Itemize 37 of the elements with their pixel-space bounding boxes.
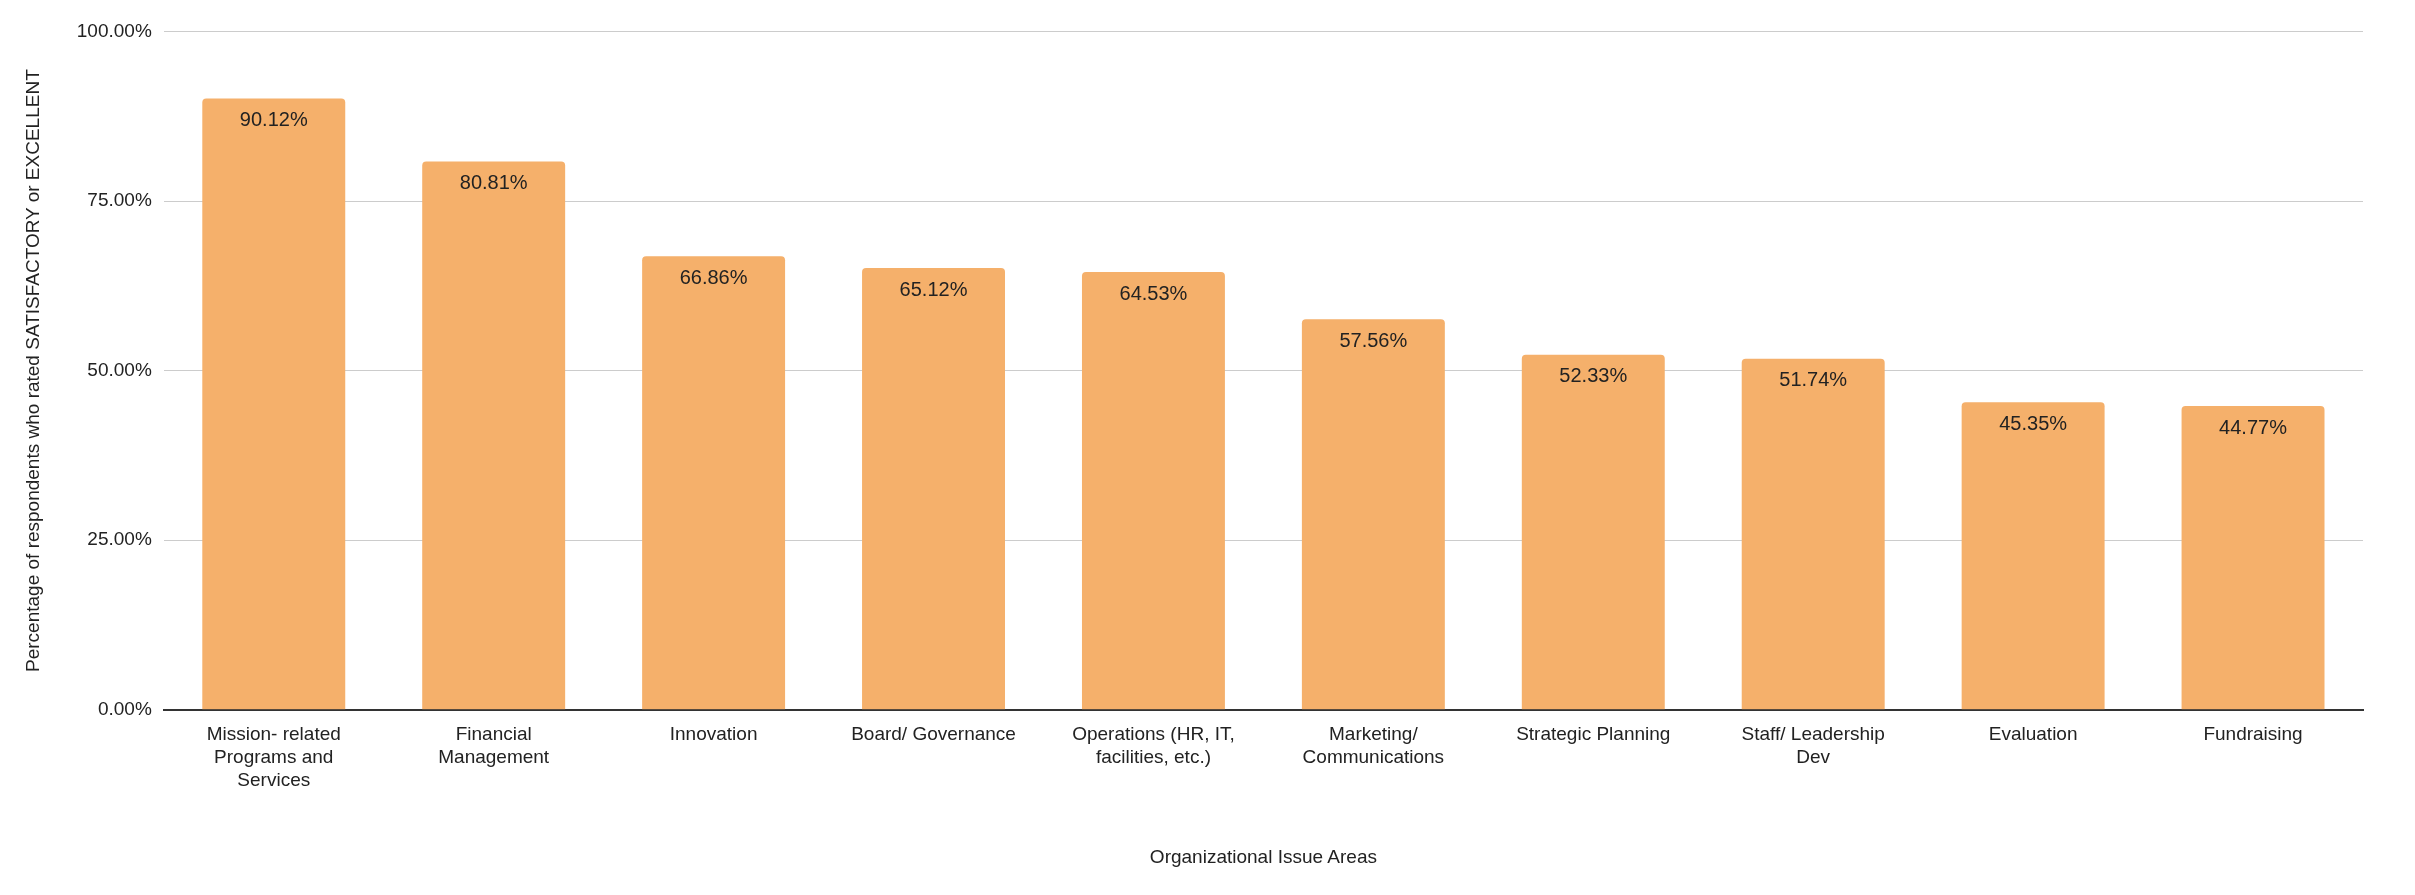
data-label: 64.53% bbox=[1119, 281, 1188, 304]
bar bbox=[1961, 402, 2105, 710]
x-tick-label: Evaluation bbox=[1988, 723, 2078, 745]
data-label: 66.86% bbox=[679, 265, 748, 288]
y-tick-label: 75.00% bbox=[87, 189, 152, 211]
y-tick-label: 25.00% bbox=[87, 528, 152, 550]
bar bbox=[202, 98, 346, 710]
data-label: 90.12% bbox=[239, 107, 308, 130]
x-tick-label: Staff/ Leadership Dev bbox=[1741, 723, 1885, 768]
y-tick-label: 50.00% bbox=[87, 358, 152, 380]
bar bbox=[422, 161, 566, 710]
bar bbox=[862, 268, 1005, 710]
data-label: 65.12% bbox=[899, 277, 968, 300]
bar bbox=[1741, 358, 1885, 710]
x-tick-label: Mission- related Programs and Services bbox=[206, 723, 341, 791]
data-label: 80.81% bbox=[459, 171, 528, 194]
x-tick-label: Strategic Planning bbox=[1516, 723, 1671, 745]
x-tick-label: Board/ Governance bbox=[851, 723, 1016, 745]
x-axis-title: Organizational Issue Areas bbox=[1149, 845, 1377, 867]
x-tick-label: Financial Management bbox=[438, 723, 550, 768]
bar bbox=[1521, 354, 1665, 710]
bar bbox=[2181, 406, 2325, 710]
data-label: 57.56% bbox=[1339, 328, 1408, 351]
data-label: 52.33% bbox=[1559, 364, 1628, 387]
bar bbox=[642, 256, 786, 710]
x-tick-label: Innovation bbox=[669, 723, 758, 745]
x-tick-label: Marketing/ Communications bbox=[1302, 723, 1445, 768]
data-label: 51.74% bbox=[1779, 368, 1848, 391]
x-tick-label: Fundraising bbox=[2203, 723, 2303, 745]
y-tick-label: 0.00% bbox=[97, 698, 152, 720]
x-tick-label: Operations (HR, IT, facilities, etc.) bbox=[1072, 723, 1235, 768]
bar bbox=[1081, 272, 1225, 710]
bar bbox=[1301, 319, 1445, 710]
y-tick-label: 100.00% bbox=[76, 19, 152, 41]
y-axis-title: Percentage of respondents who rated SATISFACTORY or EXCELLENT bbox=[21, 68, 43, 672]
data-label: 44.77% bbox=[2219, 415, 2288, 438]
data-label: 45.35% bbox=[1999, 411, 2068, 434]
